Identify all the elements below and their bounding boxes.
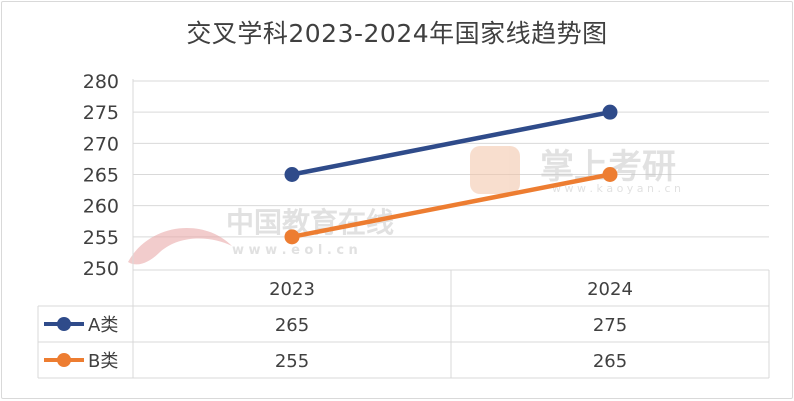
eol-watermark-url: w w w . e o l . c n [232,243,358,258]
y-axis-ticks: 250 255 260 265 270 275 280 [83,71,119,280]
kaoyan-logo-icon [470,146,520,194]
y-tick-label: 265 [83,165,119,187]
kaoyan-watermark-url: w w w . k a o y a n . c n [552,182,681,195]
data-table: 2023 2024 A类 265 275 B类 255 265 [37,79,770,379]
table-value: 275 [593,315,627,336]
kaoyan-watermark: 掌上考研 w w w . k a o y a n . c n [470,146,681,195]
gridlines [133,80,769,238]
chart-title: 交叉学科2023-2024年国家线趋势图 [186,19,608,48]
y-tick-label: 280 [83,71,119,93]
data-point [284,229,300,245]
legend-key-marker [57,353,71,367]
series-lines [284,104,618,245]
eol-logo-swoosh [128,227,232,265]
series-line-1 [291,109,611,177]
y-tick-label: 260 [83,196,119,218]
x-category-label: 2023 [269,279,315,300]
data-point [284,167,300,182]
table-value: 265 [275,315,309,336]
y-tick-label: 270 [83,133,119,155]
series-line-2 [291,172,611,240]
table-value: 265 [593,351,627,372]
legend-label: A类 [88,315,118,336]
legend-label: B类 [88,351,118,372]
table-value: 255 [275,351,309,372]
legend-key-marker [57,317,71,331]
eol-watermark: 中国教育在线 w w w . e o l . c n [128,206,394,265]
data-point [602,104,618,120]
data-point [602,167,618,182]
x-category-label: 2024 [587,279,633,300]
y-tick-label: 250 [83,258,119,280]
y-tick-label: 255 [83,227,119,249]
y-tick-label: 275 [83,102,119,124]
